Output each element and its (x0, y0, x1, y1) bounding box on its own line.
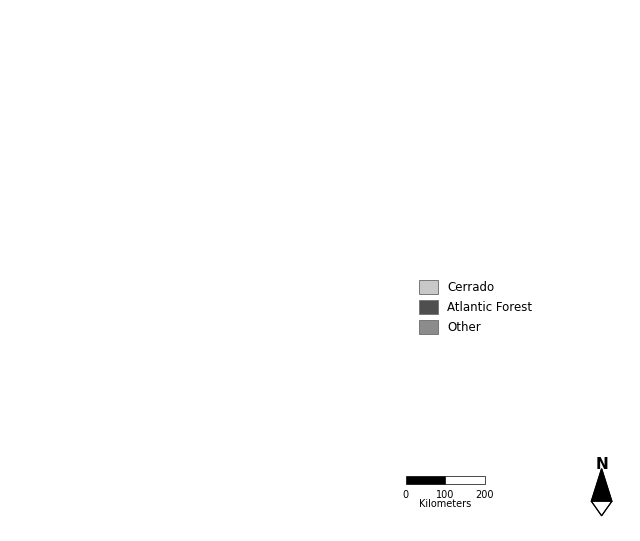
Polygon shape (591, 469, 612, 502)
Polygon shape (591, 502, 612, 516)
Text: 100: 100 (436, 490, 454, 500)
Bar (445, 476, 484, 484)
Bar (406, 476, 445, 484)
Text: Kilometers: Kilometers (419, 499, 471, 509)
Text: 0: 0 (403, 490, 409, 500)
Text: N: N (595, 457, 608, 472)
Text: 200: 200 (476, 490, 494, 500)
Legend: Cerrado, Atlantic Forest, Other: Cerrado, Atlantic Forest, Other (415, 276, 536, 338)
